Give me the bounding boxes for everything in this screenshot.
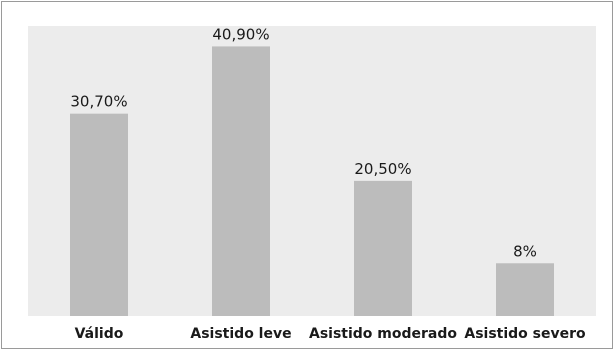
category-label-asistido-severo: Asistido severo — [464, 326, 586, 342]
value-label-asistido-severo: 8% — [513, 242, 537, 260]
value-label-asistido-moderado: 20,50% — [354, 160, 411, 178]
bar-asistido-leve — [212, 46, 270, 316]
category-label-valido: Válido — [75, 326, 124, 342]
bar-asistido-moderado — [354, 180, 412, 316]
bar-asistido-severo — [496, 263, 554, 316]
value-label-asistido-leve: 40,90% — [212, 25, 269, 43]
category-labels-group: Válido Asistido leve Asistido moderado Asis… — [75, 326, 586, 342]
category-label-asistido-leve: Asistido leve — [190, 326, 291, 342]
bars-group — [70, 46, 554, 316]
value-labels-group: 30,70% 40,90% 20,50% 8% — [70, 25, 537, 260]
value-label-valido: 30,70% — [70, 93, 127, 111]
bar-valido — [70, 113, 128, 316]
category-label-asistido-moderado: Asistido moderado — [309, 326, 457, 342]
